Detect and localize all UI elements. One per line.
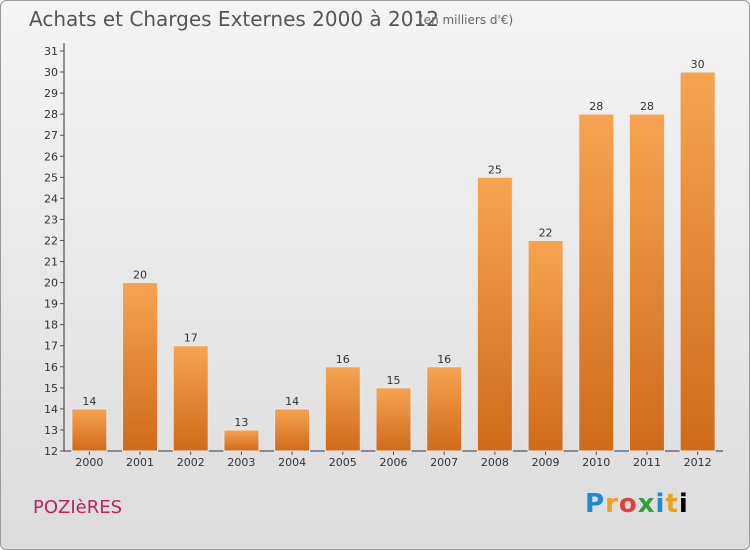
bar: [527, 239, 564, 452]
proxiti-logo[interactable]: Proxiti: [585, 489, 689, 519]
y-tick-label: 14: [44, 403, 58, 416]
data-label: 14: [285, 395, 299, 408]
x-tick-label: 2001: [126, 456, 154, 469]
x-tick-label: 2004: [278, 456, 306, 469]
y-tick-label: 12: [44, 445, 58, 458]
data-label: 22: [539, 226, 553, 239]
chart-title: Achats et Charges Externes 2000 à 2012: [29, 7, 439, 31]
bar: [628, 113, 665, 452]
x-tick-label: 2007: [430, 456, 458, 469]
y-tick-label: 15: [44, 382, 58, 395]
data-label: 20: [133, 269, 147, 282]
y-tick-label: 29: [44, 87, 58, 100]
y-tick-label: 16: [44, 361, 58, 374]
data-label: 13: [234, 416, 248, 429]
x-tick-label: 2002: [177, 456, 205, 469]
data-labels: 14 20 17 13 14 16 15 16 25 22 28 28 30: [82, 58, 704, 429]
x-tick-label: 2005: [329, 456, 357, 469]
y-tick-label: 27: [44, 129, 58, 142]
x-tick-label: 2012: [684, 456, 712, 469]
logo-letter: o: [618, 489, 638, 519]
logo-letter: x: [637, 489, 656, 519]
data-label: 16: [336, 353, 350, 366]
chart-unit: (en milliers d'€): [419, 13, 514, 27]
bar: [172, 345, 209, 452]
logo-letter: P: [585, 489, 606, 519]
bar: [122, 282, 159, 452]
y-tick-label: 19: [44, 298, 58, 311]
data-label: 14: [82, 395, 96, 408]
data-label: 25: [488, 163, 502, 176]
y-tick-label: 20: [44, 277, 58, 290]
bars: [71, 71, 716, 452]
bar: [223, 429, 260, 452]
logo-letter: t: [665, 489, 679, 519]
y-tick-label: 18: [44, 319, 58, 332]
y-tick-label: 26: [44, 150, 58, 163]
y-tick-label: 24: [44, 192, 58, 205]
bar: [679, 71, 716, 452]
commune-name: POZIèRES: [33, 497, 123, 518]
data-label: 15: [387, 374, 401, 387]
y-tick-label: 23: [44, 213, 58, 226]
logo-letter: r: [605, 489, 619, 519]
x-tick-label: 2006: [380, 456, 408, 469]
x-tick-label: 2009: [532, 456, 560, 469]
y-tick-label: 30: [44, 66, 58, 79]
y-tick-label: 31: [44, 45, 58, 58]
x-axis: 2000 2001 2002 2003 2004 2005 2006 2007 2008 2009…: [64, 450, 723, 469]
bar: [578, 113, 615, 452]
data-label: 16: [437, 353, 451, 366]
bar: [426, 366, 463, 452]
x-tick-label: 2010: [582, 456, 610, 469]
bar: [324, 366, 361, 452]
x-tick-label: 2011: [633, 456, 661, 469]
bar: [375, 387, 412, 452]
bar: [71, 408, 108, 452]
data-label: 17: [184, 332, 198, 345]
data-label: 28: [640, 100, 654, 113]
bar: [476, 176, 513, 452]
y-tick-label: 21: [44, 256, 58, 269]
logo-letter: i: [678, 489, 689, 519]
data-label: 30: [691, 58, 705, 71]
logo-letter: i: [655, 489, 666, 519]
y-tick-label: 17: [44, 340, 58, 353]
y-tick-label: 25: [44, 171, 58, 184]
y-tick-label: 28: [44, 108, 58, 121]
y-axis: 12 13 14 15 16 17 18 19 20 21 22 23 24 25 26 27 28 29 30 31: [44, 43, 65, 458]
y-tick-label: 13: [44, 424, 58, 437]
x-tick-label: 2000: [75, 456, 103, 469]
x-tick-label: 2008: [481, 456, 509, 469]
y-tick-label: 22: [44, 234, 58, 247]
bar: [274, 408, 311, 452]
data-label: 28: [589, 100, 603, 113]
x-tick-label: 2003: [227, 456, 255, 469]
